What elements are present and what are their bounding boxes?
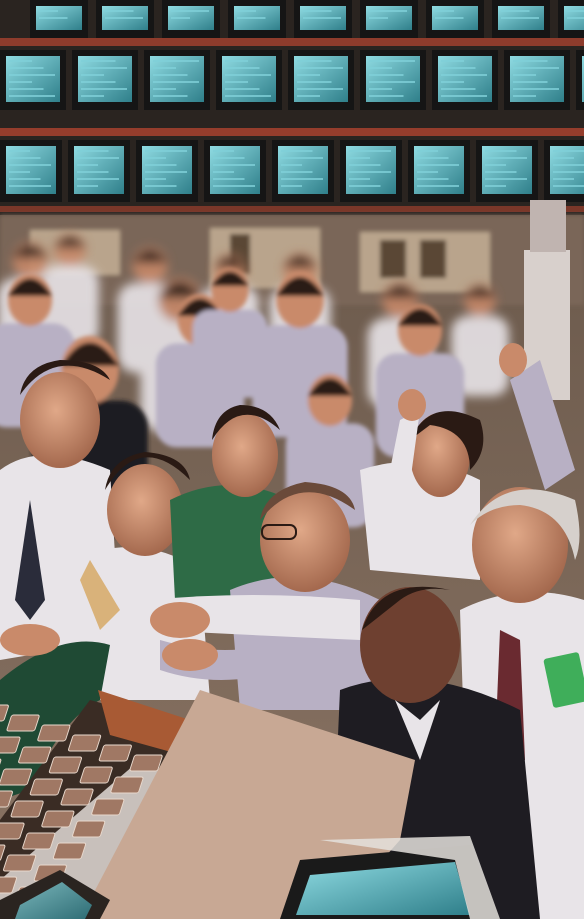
monitor-screen: [30, 0, 88, 38]
monitor-screen: [162, 0, 220, 38]
tray-slot: [52, 842, 87, 860]
tray-slot: [10, 800, 44, 818]
tray-slot: [0, 704, 9, 722]
tray-slot: [3, 854, 37, 872]
tray-slot: [18, 746, 52, 764]
tray-slot: [110, 776, 144, 794]
tray-slot: [37, 724, 71, 742]
monitor-screen: [228, 0, 286, 38]
tray-slot: [0, 844, 6, 862]
tray-slot: [41, 810, 75, 828]
monitor-screen: [216, 50, 282, 110]
monitor-screen: [504, 50, 570, 110]
monitor-screen: [576, 50, 584, 110]
tray-slot: [79, 766, 113, 784]
tray-slot: [60, 788, 94, 806]
tray-slot: [98, 744, 132, 762]
tray-slot: [91, 798, 125, 816]
foreground-monitor: [0, 836, 500, 919]
monitor-screen: [294, 0, 352, 38]
tray-slot: [0, 768, 33, 786]
foreground-traders: [0, 343, 584, 919]
tray-slot: [6, 714, 40, 732]
tray-slot: [48, 756, 83, 774]
monitor-screen: [288, 50, 354, 110]
monitor-screen: [136, 140, 198, 202]
monitor-screen: [0, 140, 62, 202]
monitor-screen: [360, 50, 426, 110]
tray-slot: [22, 832, 56, 850]
monitor-screen: [544, 140, 584, 202]
monitor-screen: [492, 0, 550, 38]
monitor-screen: [558, 0, 584, 38]
trader-arm-right: [499, 343, 575, 490]
monitor-screen: [408, 140, 470, 202]
tray-slot: [29, 778, 63, 796]
monitor-screen: [272, 140, 334, 202]
monitor-screen: [426, 0, 484, 38]
crowd-person: [451, 284, 509, 396]
monitor-screen: [204, 140, 266, 202]
tray-slot: [68, 734, 102, 752]
trader-raised-arm: [360, 389, 484, 580]
monitor-screen: [68, 140, 130, 202]
tray-slot: [0, 876, 18, 894]
tray-slot: [0, 822, 25, 840]
tray-slot: [0, 790, 13, 808]
monitor-screen: [360, 0, 418, 38]
monitor-screen: [144, 50, 210, 110]
monitor-screen: [72, 50, 138, 110]
monitor-screen: [96, 0, 154, 38]
monitor-wall: [0, 0, 584, 202]
tray-slot: [0, 736, 21, 754]
monitor-screen: [476, 140, 538, 202]
crowd-person: [192, 268, 268, 398]
reaching-arms: [150, 595, 360, 680]
tray-slot: [72, 820, 106, 838]
pillar: [524, 200, 570, 400]
monitor-screen: [0, 50, 66, 110]
monitor-screen: [340, 140, 402, 202]
tray-slot: [129, 754, 163, 772]
monitor-screen: [432, 50, 498, 110]
